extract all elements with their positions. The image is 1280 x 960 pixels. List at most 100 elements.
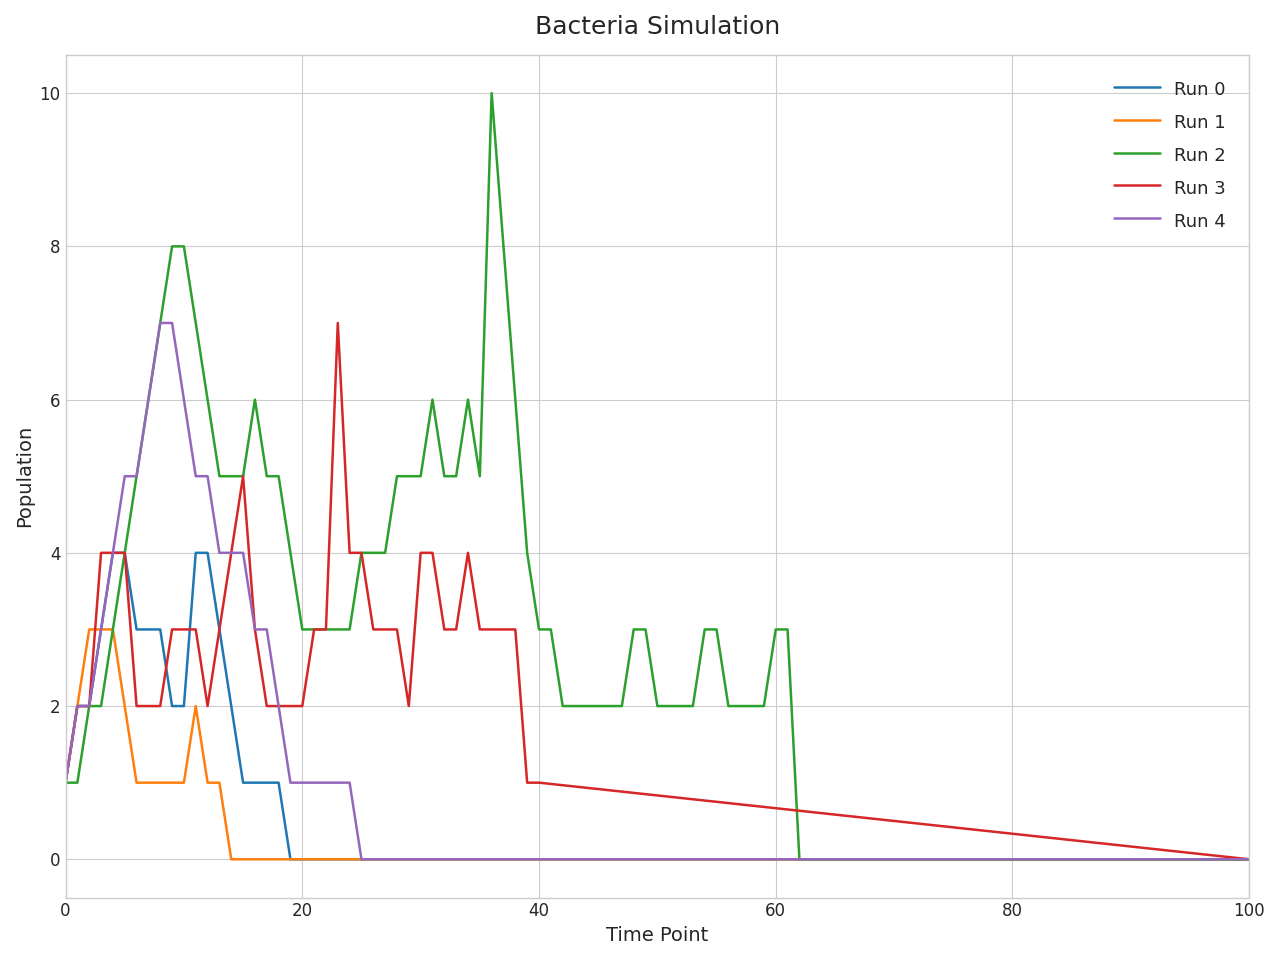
Run 1	[188, 700, 204, 711]
Run 3	[342, 547, 357, 559]
Run 3	[330, 317, 346, 328]
Run 1	[58, 777, 73, 788]
Run 3	[82, 700, 97, 711]
Run 4	[164, 317, 179, 328]
Run 0	[211, 624, 227, 636]
Run 0	[177, 700, 192, 711]
Run 0	[259, 777, 274, 788]
Run 4	[105, 547, 120, 559]
Run 3	[366, 624, 381, 636]
Run 4	[224, 547, 239, 559]
Run 4	[342, 777, 357, 788]
Run 0	[82, 700, 97, 711]
Title: Bacteria Simulation: Bacteria Simulation	[535, 15, 780, 39]
Run 3	[141, 700, 156, 711]
Run 0	[1242, 853, 1257, 865]
Run 3	[177, 624, 192, 636]
Run 3	[164, 624, 179, 636]
Run 4	[306, 777, 321, 788]
Run 1	[129, 777, 145, 788]
Run 4	[58, 777, 73, 788]
Run 0	[58, 777, 73, 788]
Run 0	[294, 853, 310, 865]
Run 4	[200, 470, 215, 482]
Run 3	[520, 777, 535, 788]
Run 3	[448, 624, 463, 636]
Run 3	[436, 624, 452, 636]
Run 4	[283, 777, 298, 788]
Run 1	[211, 777, 227, 788]
Run 4	[247, 624, 262, 636]
Run 3	[283, 700, 298, 711]
Run 0	[105, 547, 120, 559]
Run 0	[247, 777, 262, 788]
Run 0	[152, 624, 168, 636]
Run 3	[531, 777, 547, 788]
Run 3	[472, 624, 488, 636]
Run 2	[152, 317, 168, 328]
Run 2	[792, 853, 808, 865]
Run 0	[164, 700, 179, 711]
Run 4	[129, 470, 145, 482]
Run 4	[319, 777, 334, 788]
Run 0	[200, 547, 215, 559]
Run 3	[271, 700, 287, 711]
Run 4	[1242, 853, 1257, 865]
Run 4	[211, 547, 227, 559]
Run 4	[69, 700, 84, 711]
Run 0	[271, 777, 287, 788]
Run 0	[116, 547, 132, 559]
Run 2	[556, 700, 571, 711]
Run 4	[188, 470, 204, 482]
Run 4	[82, 700, 97, 711]
Run 1	[141, 777, 156, 788]
Run 3	[224, 547, 239, 559]
Run 2	[484, 87, 499, 99]
Run 1	[116, 700, 132, 711]
Run 1	[177, 777, 192, 788]
Run 3	[413, 547, 429, 559]
Run 3	[461, 547, 476, 559]
X-axis label: Time Point: Time Point	[607, 926, 709, 945]
Run 3	[1242, 853, 1257, 865]
Run 2	[366, 547, 381, 559]
Run 3	[188, 624, 204, 636]
Run 3	[105, 547, 120, 559]
Run 1	[69, 700, 84, 711]
Run 3	[389, 624, 404, 636]
Run 4	[177, 394, 192, 405]
Run 4	[152, 317, 168, 328]
Y-axis label: Population: Population	[15, 425, 35, 527]
Run 4	[353, 853, 369, 865]
Line: Run 2: Run 2	[65, 93, 1249, 859]
Run 1	[93, 624, 109, 636]
Run 1	[82, 624, 97, 636]
Run 0	[224, 700, 239, 711]
Run 3	[236, 470, 251, 482]
Run 4	[271, 700, 287, 711]
Run 3	[401, 700, 416, 711]
Run 3	[495, 624, 511, 636]
Run 0	[69, 700, 84, 711]
Run 3	[58, 777, 73, 788]
Run 0	[236, 777, 251, 788]
Run 4	[259, 624, 274, 636]
Run 3	[211, 624, 227, 636]
Run 0	[129, 624, 145, 636]
Run 3	[425, 547, 440, 559]
Run 2	[58, 777, 73, 788]
Legend: Run 0, Run 1, Run 2, Run 3, Run 4: Run 0, Run 1, Run 2, Run 3, Run 4	[1100, 64, 1240, 246]
Run 1	[200, 777, 215, 788]
Run 0	[188, 547, 204, 559]
Line: Run 3: Run 3	[65, 323, 1249, 859]
Run 3	[69, 700, 84, 711]
Run 0	[93, 624, 109, 636]
Run 2	[425, 394, 440, 405]
Run 3	[93, 547, 109, 559]
Run 4	[330, 777, 346, 788]
Run 3	[294, 700, 310, 711]
Run 3	[200, 700, 215, 711]
Run 3	[378, 624, 393, 636]
Run 4	[93, 624, 109, 636]
Run 3	[353, 547, 369, 559]
